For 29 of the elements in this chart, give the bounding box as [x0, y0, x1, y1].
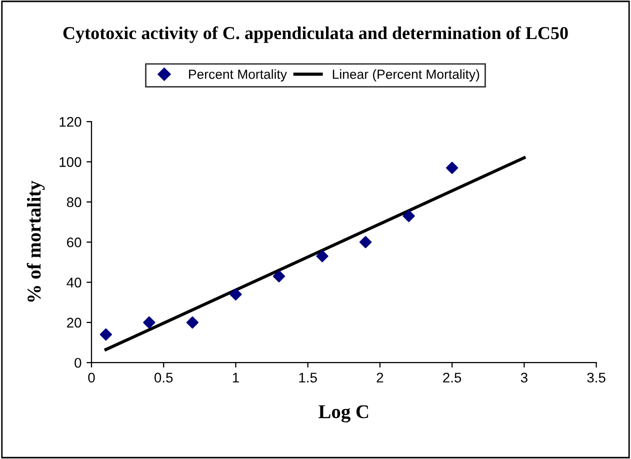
- x-tick-label: 1: [232, 372, 239, 382]
- point: [272, 270, 286, 282]
- point: [316, 250, 328, 262]
- point: [402, 210, 415, 222]
- y-tick-label: 0: [74, 358, 82, 368]
- point: [359, 236, 372, 248]
- x-tick-label: 0: [88, 372, 95, 383]
- point: [446, 162, 458, 174]
- y-tick-label: 100: [60, 157, 82, 167]
- point: [186, 316, 199, 329]
- chart-title: Cytotoxic activity of C. appendiculata and determination of LC50: [63, 26, 568, 43]
- x-tick-label: 3.5: [587, 372, 606, 383]
- x-tick-label: 0.5: [154, 372, 173, 383]
- x-tick-label: 2.5: [443, 372, 462, 383]
- point: [100, 328, 112, 341]
- legend-label: Linear (Percent Mortality): [332, 69, 480, 82]
- y-tick-label: 60: [67, 237, 82, 248]
- y-tick-label: 20: [67, 318, 82, 328]
- x-tick-label: 2: [376, 372, 384, 382]
- x-tick-label: 1.5: [299, 372, 317, 383]
- y-tick-label: 120: [60, 116, 82, 127]
- y-tick-label: 80: [66, 197, 82, 208]
- point: [230, 288, 242, 300]
- x-tick-label: 3: [520, 372, 528, 383]
- y-axis-title: % of mortality: [26, 180, 45, 302]
- legend-label: Percent Mortality: [189, 69, 287, 82]
- point: [143, 316, 156, 329]
- x-axis-title: Log C: [318, 405, 368, 422]
- y-tick-label: 40: [66, 278, 82, 288]
